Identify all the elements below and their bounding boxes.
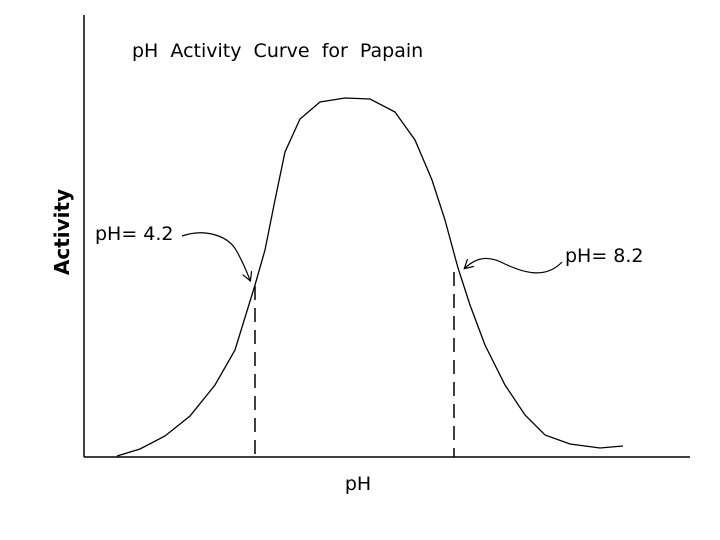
y-axis-label: Activity bbox=[50, 189, 74, 275]
x-axis-label: pH bbox=[345, 473, 371, 495]
activity-curve bbox=[116, 97, 624, 457]
arrow-right bbox=[465, 257, 563, 274]
annotation-left: pH= 4.2 bbox=[95, 223, 174, 245]
title: pH Activity Curve for Papain bbox=[132, 40, 423, 62]
annotation-right: pH= 8.2 bbox=[565, 245, 644, 267]
arrow-left bbox=[181, 232, 250, 280]
